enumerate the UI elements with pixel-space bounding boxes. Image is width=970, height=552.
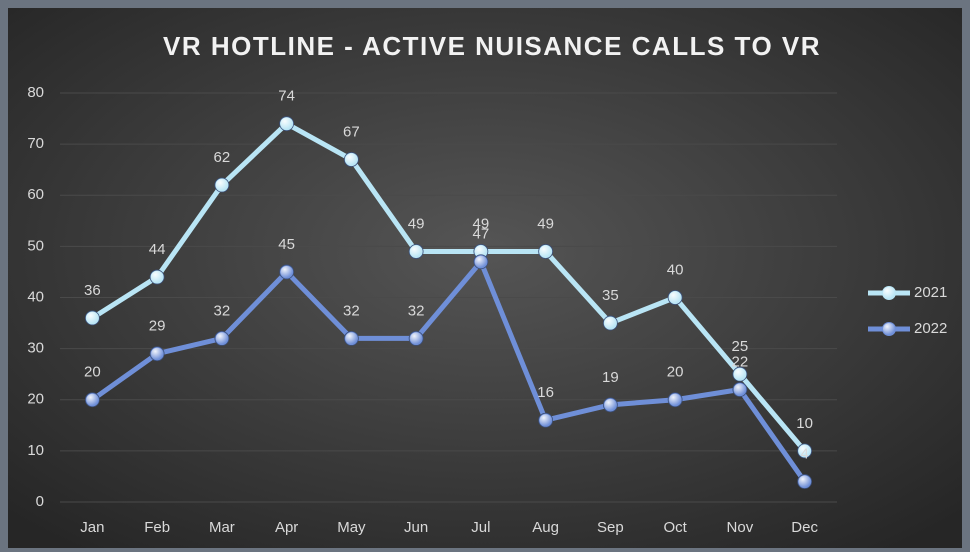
series-line: [91, 121, 807, 453]
data-point-shine: [410, 332, 423, 345]
data-point-shine: [345, 153, 358, 166]
data-point-shine: [215, 332, 228, 345]
data-point-shine: [669, 291, 682, 304]
data-point-shine: [733, 383, 746, 396]
data-point-shine: [798, 444, 811, 457]
x-tick-label: Jul: [471, 519, 490, 536]
x-tick-label: Jan: [80, 519, 104, 536]
data-point-shine: [604, 317, 617, 330]
y-tick-label: 0: [36, 493, 44, 510]
y-tick-label: 30: [27, 340, 44, 357]
data-point-shine: [86, 393, 99, 406]
data-label: 45: [278, 236, 295, 253]
data-label: 16: [537, 384, 554, 401]
x-tick-label: Apr: [275, 519, 298, 536]
data-label: 32: [343, 302, 360, 319]
x-tick-label: Dec: [791, 519, 818, 536]
data-point-shine: [86, 311, 99, 324]
data-label: 49: [408, 215, 425, 232]
data-label: 29: [149, 318, 166, 335]
y-tick-label: 50: [27, 237, 44, 254]
data-point-shine: [474, 255, 487, 268]
data-label: 47: [473, 226, 490, 243]
data-label: 49: [537, 215, 554, 232]
series-line: [90, 259, 807, 483]
data-label: 32: [214, 302, 231, 319]
legend-marker-shine: [883, 323, 895, 335]
data-point-shine: [604, 398, 617, 411]
x-tick-label: Jun: [404, 519, 428, 536]
data-label: 22: [732, 353, 749, 370]
data-point-shine: [669, 393, 682, 406]
data-point-shine: [151, 271, 164, 284]
data-point-shine: [215, 179, 228, 192]
x-tick-label: Sep: [597, 519, 624, 536]
data-label: 67: [343, 123, 360, 140]
data-label: 19: [602, 369, 619, 386]
x-tick-label: Oct: [663, 519, 687, 536]
data-label: 32: [408, 302, 425, 319]
x-tick-label: Aug: [532, 519, 559, 536]
y-tick-label: 40: [27, 288, 44, 305]
data-label: 49: [473, 215, 490, 232]
data-point-shine: [474, 245, 487, 258]
data-label: 36: [84, 282, 101, 299]
data-point-shine: [539, 245, 552, 258]
legend-marker-shine: [883, 287, 895, 299]
data-point-shine: [280, 117, 293, 130]
x-tick-label: Mar: [209, 519, 235, 536]
legend-label: 2022: [914, 320, 947, 337]
x-tick-label: May: [337, 519, 366, 536]
data-label: 10: [796, 415, 813, 432]
data-label: 4: [800, 446, 808, 463]
data-label: 20: [667, 364, 684, 381]
data-label: 20: [84, 364, 101, 381]
y-tick-label: 10: [27, 442, 44, 459]
chart-title: VR HOTLINE - ACTIVE NUISANCE CALLS TO VR: [163, 31, 821, 61]
data-point-shine: [151, 347, 164, 360]
data-point-shine: [345, 332, 358, 345]
data-point-shine: [280, 265, 293, 278]
data-label: 35: [602, 287, 619, 304]
data-point-shine: [798, 475, 811, 488]
data-point-shine: [539, 414, 552, 427]
y-tick-label: 80: [27, 84, 44, 101]
y-tick-label: 70: [27, 135, 44, 152]
data-label: 25: [732, 338, 749, 355]
data-point-shine: [733, 368, 746, 381]
data-label: 40: [667, 261, 684, 278]
data-label: 44: [149, 241, 166, 258]
x-tick-label: Nov: [727, 519, 754, 536]
y-tick-label: 60: [27, 186, 44, 203]
data-label: 62: [214, 149, 231, 166]
x-tick-label: Feb: [144, 519, 170, 536]
legend-label: 2021: [914, 284, 947, 301]
y-tick-label: 20: [27, 391, 44, 408]
data-label: 74: [278, 88, 295, 105]
data-point-shine: [410, 245, 423, 258]
